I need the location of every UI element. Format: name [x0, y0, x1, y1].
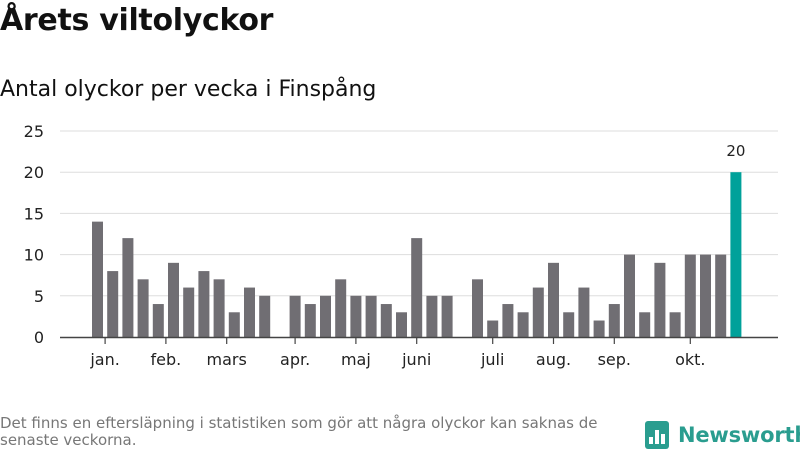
brand-name: Newsworthy	[678, 423, 800, 447]
bar	[563, 312, 575, 337]
bar	[639, 312, 651, 337]
x-tick-label: aug.	[536, 350, 571, 369]
y-tick-label: 0	[34, 328, 44, 347]
x-tick-label: feb.	[151, 350, 182, 369]
x-tick-label: okt.	[675, 350, 705, 369]
highlight-bar	[730, 172, 742, 337]
x-tick-label: apr.	[280, 350, 310, 369]
bar	[350, 295, 362, 337]
bar	[107, 271, 119, 337]
bar	[426, 295, 438, 337]
bar	[593, 320, 605, 337]
bar	[122, 238, 134, 337]
x-tick-label: maj	[341, 350, 371, 369]
bar	[608, 304, 620, 337]
x-tick-label: sep.	[598, 350, 631, 369]
bar	[198, 271, 210, 337]
x-tick-label: juni	[401, 350, 431, 369]
bar	[289, 295, 301, 337]
newsworthy-logo[interactable]: Newsworthy	[645, 421, 800, 449]
bar	[335, 279, 347, 337]
y-tick-label: 10	[24, 246, 44, 265]
bar	[669, 312, 681, 337]
bar	[137, 279, 149, 337]
bar	[715, 254, 727, 337]
footnote: Det finns en eftersläpning i statistiken…	[0, 414, 598, 449]
bar	[259, 295, 271, 337]
chart-title: Årets viltolyckor	[0, 3, 274, 38]
bar	[183, 287, 195, 337]
bar	[472, 279, 483, 337]
chart-subtitle: Antal olyckor per vecka i Finspång	[0, 77, 377, 102]
bar	[441, 295, 453, 337]
bar	[548, 262, 559, 337]
bar	[578, 287, 590, 337]
x-tick-label: mars	[207, 350, 247, 369]
bar	[244, 287, 255, 337]
bar	[654, 262, 666, 337]
y-tick-label: 15	[24, 204, 44, 223]
y-tick-label: 5	[34, 287, 44, 306]
bar-chart-logo-icon	[645, 421, 669, 449]
data-label: 20	[726, 142, 745, 160]
bar	[502, 304, 514, 337]
y-tick-label: 20	[24, 163, 44, 182]
bar	[380, 304, 392, 337]
bar	[487, 320, 499, 337]
x-tick-label: jan.	[89, 350, 119, 369]
bar	[213, 279, 225, 337]
bar	[320, 295, 331, 337]
bar	[517, 312, 529, 337]
bar	[396, 312, 407, 337]
y-tick-label: 25	[24, 122, 44, 141]
bar	[684, 254, 696, 337]
bar	[411, 238, 423, 337]
bar	[624, 254, 635, 337]
bar	[304, 304, 316, 337]
bar	[168, 262, 179, 337]
bar	[532, 287, 544, 337]
x-tick-label: juli	[480, 350, 504, 369]
bar	[152, 304, 164, 337]
bar	[92, 221, 103, 337]
bar	[365, 295, 377, 337]
bar	[228, 312, 240, 337]
bar	[700, 254, 711, 337]
